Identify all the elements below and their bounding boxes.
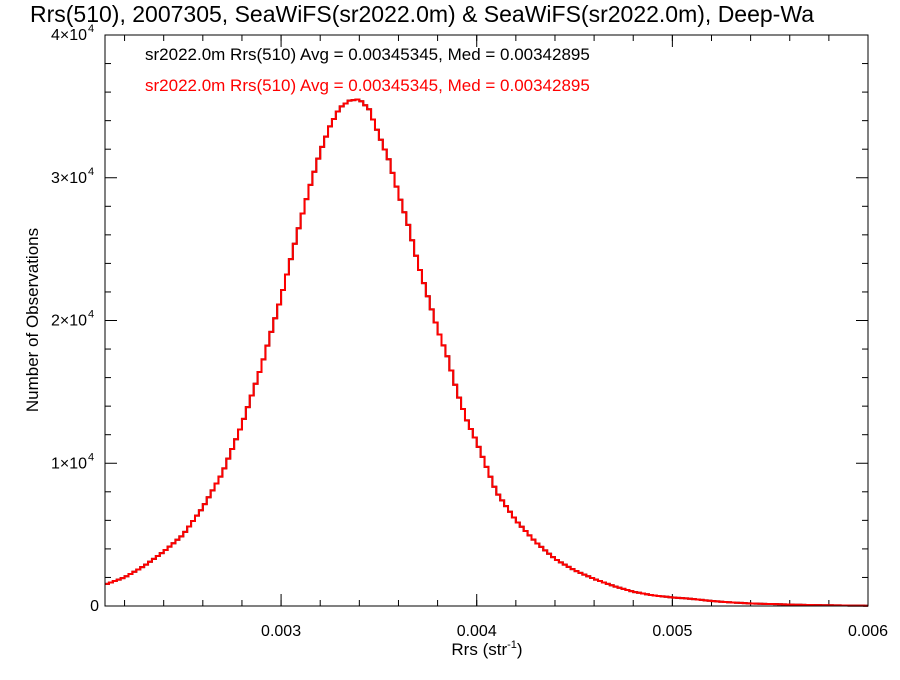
y-tick-label: 3×10 — [51, 170, 87, 187]
y-tick-label: 4×10 — [51, 27, 87, 44]
plot-frame — [104, 34, 869, 607]
y-tick-label-exponent: 4 — [88, 23, 94, 35]
series-group — [105, 98, 868, 607]
x-tick-label: 0.004 — [457, 623, 497, 640]
y-axis-label: Number of Observations — [23, 228, 42, 412]
y-tick-label-exponent: 4 — [88, 451, 94, 463]
y-tick-label-exponent: 4 — [88, 309, 94, 321]
x-tick-label: 0.006 — [848, 623, 888, 640]
x-axis-label-main: Rrs (str — [451, 640, 507, 659]
annotation-stats-black: sr2022.0m Rrs(510) Avg = 0.00345345, Med… — [145, 45, 590, 64]
y-tick-label: 1×10 — [51, 455, 87, 472]
axis-ticks — [105, 34, 869, 607]
x-axis-label: Rrs (str-1) — [451, 639, 522, 659]
y-tick-label: 0 — [90, 598, 99, 615]
y-tick-label-exponent: 4 — [88, 166, 94, 178]
y-tick-label: 2×10 — [51, 313, 87, 330]
x-axis-label-sup: -1 — [507, 639, 517, 651]
annotation-stats-red: sr2022.0m Rrs(510) Avg = 0.00345345, Med… — [145, 76, 590, 95]
series-line-1 — [105, 98, 868, 607]
series-line-0 — [105, 98, 868, 607]
y-axis-label-group: Number of Observations — [23, 228, 42, 412]
x-tick-label: 0.003 — [261, 623, 301, 640]
x-axis-label-close: ) — [517, 640, 523, 659]
x-tick-label: 0.005 — [652, 623, 692, 640]
chart-title: Rrs(510), 2007305, SeaWiFS(sr2022.0m) & … — [30, 1, 814, 27]
